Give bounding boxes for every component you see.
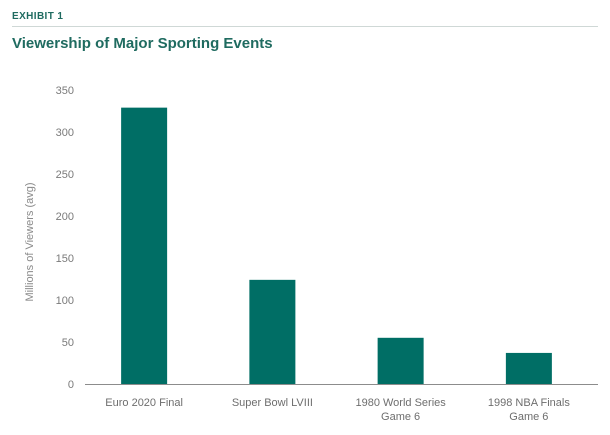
y-tick-label: 350 (56, 85, 74, 97)
header-divider (12, 26, 598, 27)
x-tick-label: Super Bowl LVIII (232, 397, 313, 409)
y-axis-ticks: 0 50 100 150 200 250 300 350 (56, 85, 74, 391)
bars (121, 107, 552, 384)
bar (121, 107, 168, 384)
y-tick-label: 200 (56, 211, 74, 223)
bar (377, 337, 424, 384)
y-tick-label: 100 (56, 295, 74, 307)
x-tick-label: 1998 NBA Finals Game 6 (488, 397, 570, 423)
y-axis-title: Millions of Viewers (avg) (24, 182, 36, 301)
x-axis-labels: Euro 2020 Final Super Bowl LVIII 1980 Worl… (105, 397, 570, 423)
y-tick-label: 150 (56, 253, 74, 265)
y-tick-label: 0 (68, 379, 74, 391)
x-tick-label: 1980 World Series Game 6 (355, 397, 446, 423)
chart-title: Viewership of Major Sporting Events (12, 35, 273, 52)
y-tick-label: 250 (56, 169, 74, 181)
y-tick-label: 300 (56, 127, 74, 139)
exhibit-label: EXHIBIT 1 (12, 11, 64, 22)
bar (505, 352, 552, 384)
bar (249, 279, 296, 384)
y-tick-label: 50 (62, 337, 74, 349)
x-tick-label: Euro 2020 Final (105, 397, 183, 409)
